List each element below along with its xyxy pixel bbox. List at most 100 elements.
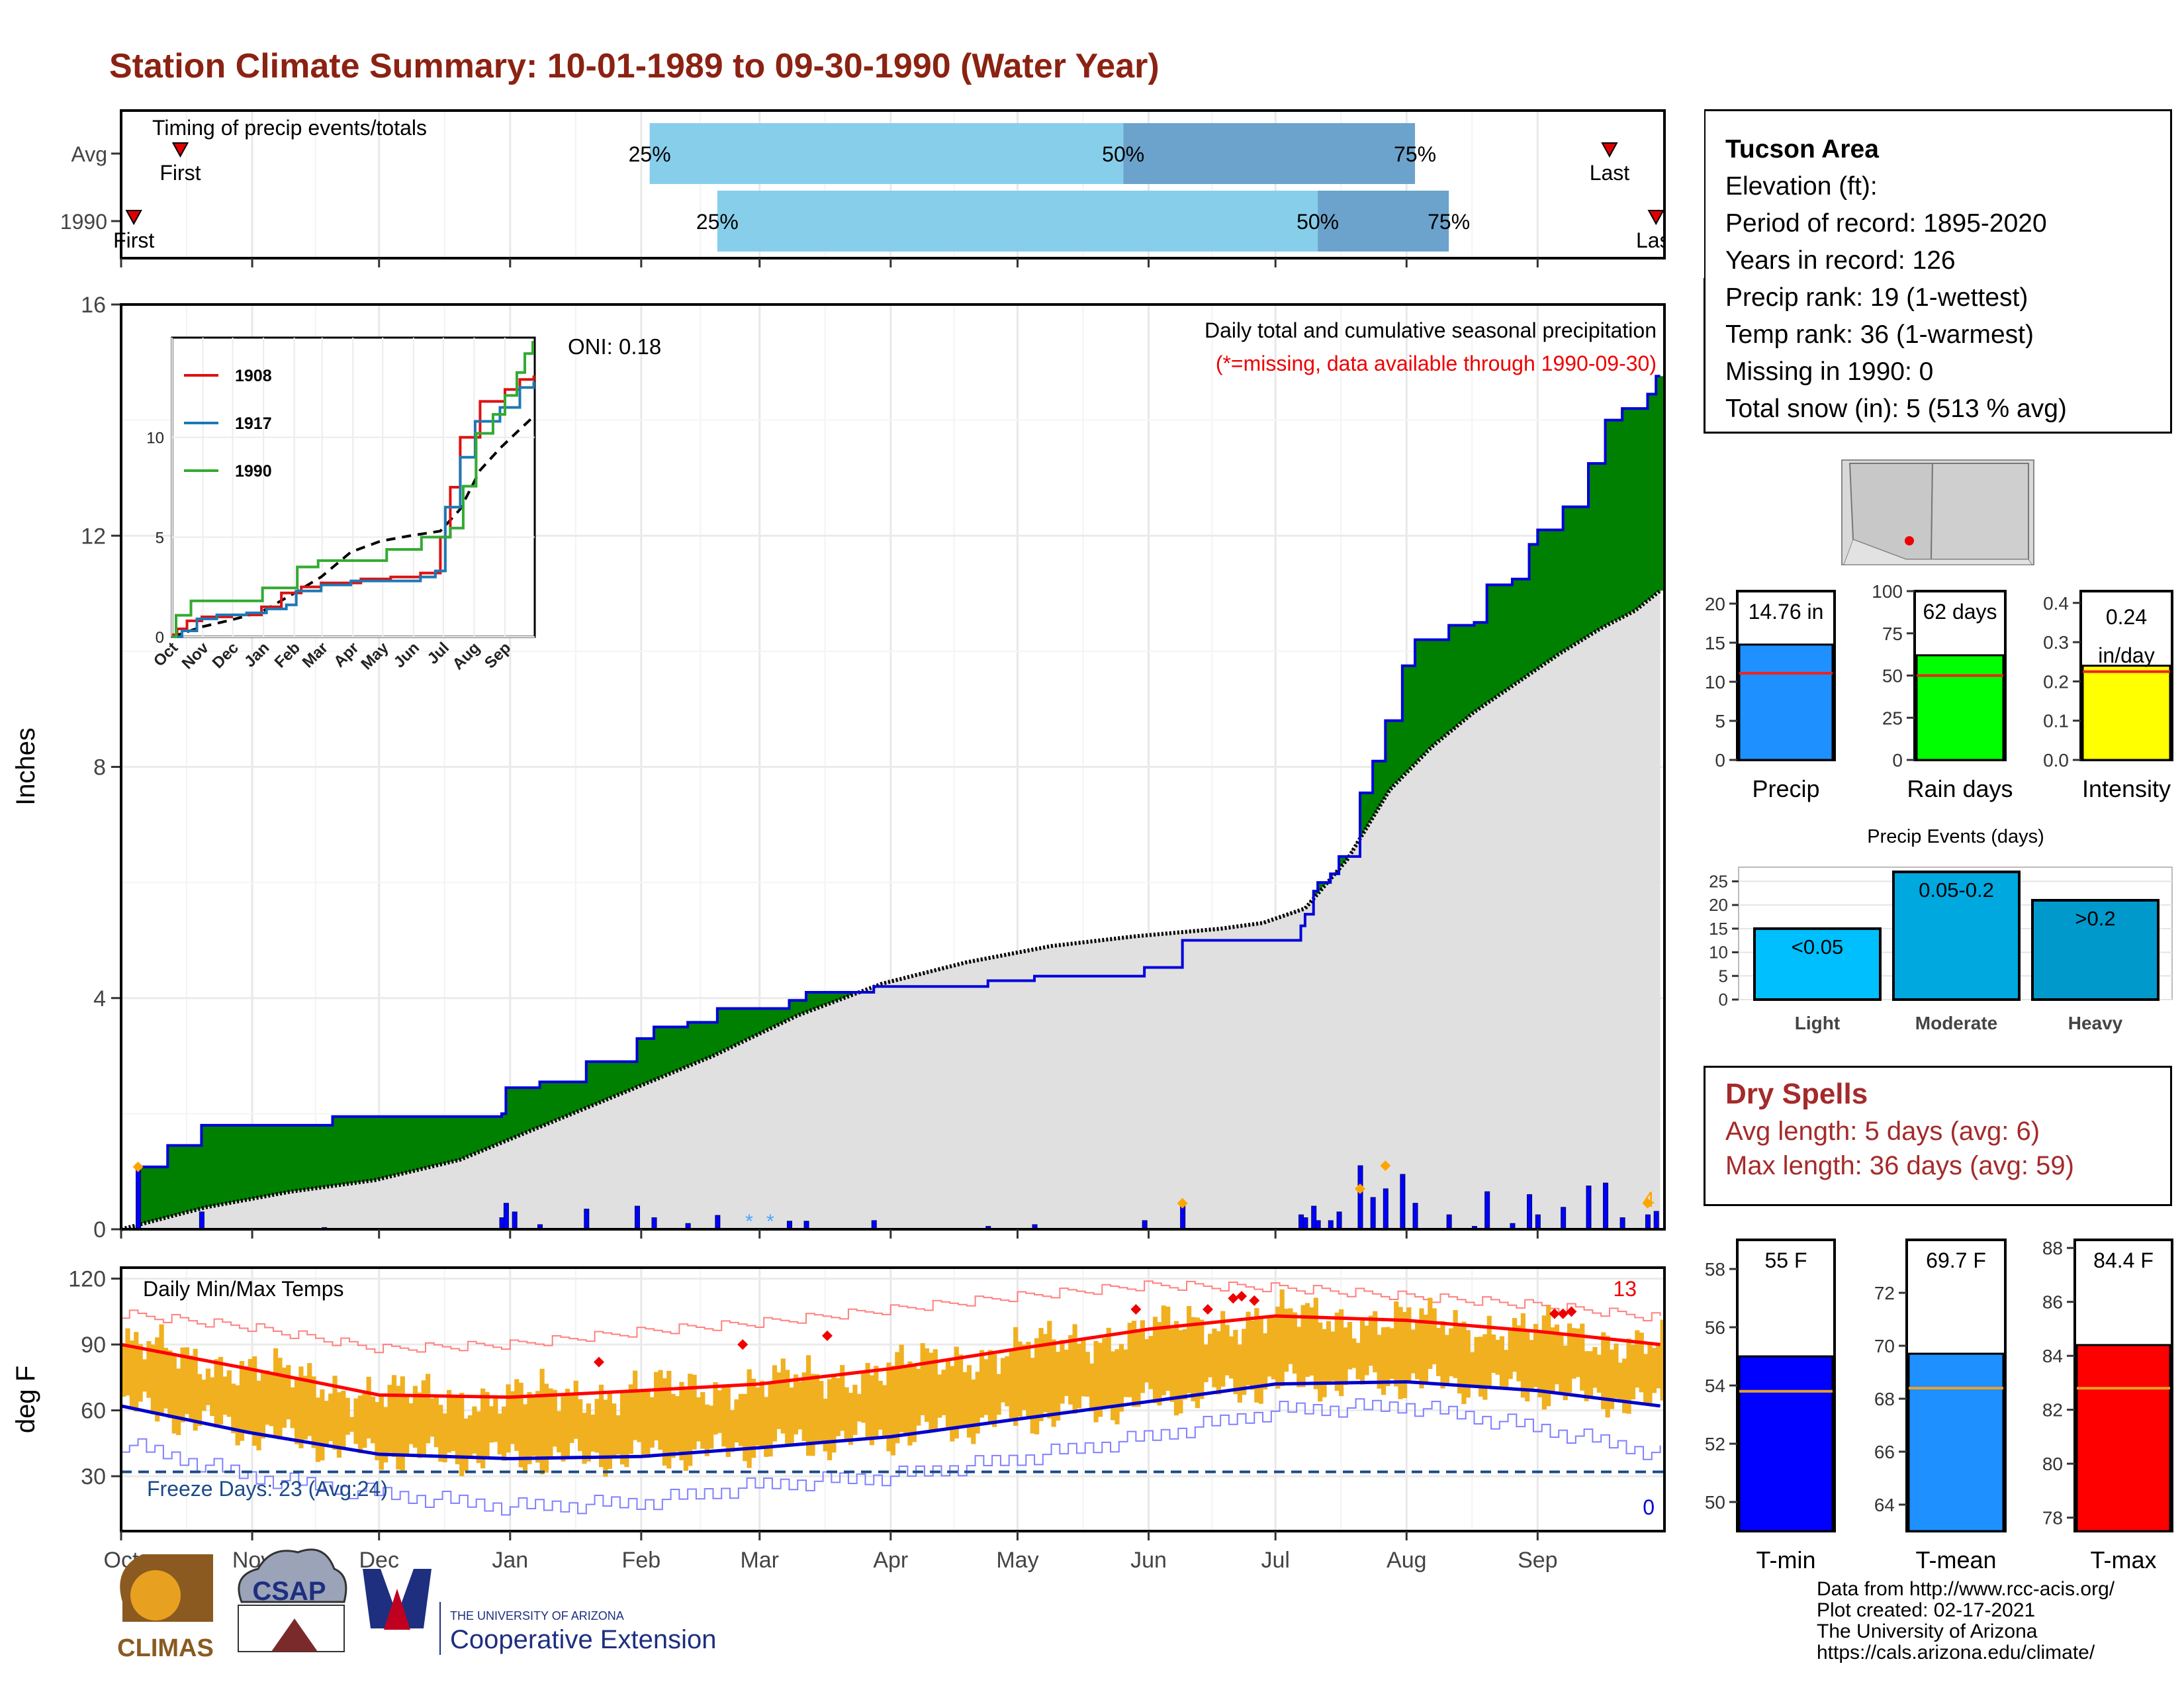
- precip-surplus-fill: [1385, 720, 1390, 794]
- daily-temp-bar: [1410, 1329, 1416, 1374]
- daily-temp-bar: [1258, 1319, 1263, 1404]
- summary-panel-name: Precip: [1752, 775, 1819, 802]
- precip-ytick-label: 16: [81, 293, 106, 318]
- daily-temp-bar: [688, 1374, 693, 1466]
- daily-precip-bar: [1446, 1214, 1452, 1230]
- daily-temp-bar: [1343, 1327, 1348, 1385]
- precip-surplus-fill: [1647, 394, 1653, 599]
- climatology-line: [120, 588, 1662, 1231]
- month-label: Aug: [1387, 1548, 1427, 1573]
- daily-temp-bar: [738, 1393, 743, 1446]
- precip-surplus-fill: [1609, 420, 1614, 623]
- daily-precip-bar: [1619, 1217, 1625, 1230]
- precip-surplus-fill: [666, 1027, 672, 1074]
- precip-surplus-fill: [543, 1082, 549, 1125]
- daily-temp-bar: [320, 1389, 325, 1461]
- daily-temp-bar: [1588, 1351, 1594, 1397]
- summary-panel-name: Intensity: [2082, 775, 2171, 802]
- daily-temp-bar: [1085, 1352, 1090, 1397]
- precip-surplus-fill: [476, 1116, 481, 1152]
- daily-temp-bar: [1580, 1323, 1585, 1391]
- daily-temp-bar: [1127, 1323, 1132, 1397]
- temps-title: Daily Min/Max Temps: [143, 1277, 343, 1301]
- precip-surplus-fill: [467, 1116, 473, 1156]
- record-high-marker: [1202, 1304, 1213, 1315]
- daily-temp-bar: [345, 1397, 350, 1435]
- precip-surplus-fill: [400, 1116, 405, 1174]
- record-high-marker: [1236, 1291, 1248, 1302]
- precip-surplus-fill: [619, 1061, 625, 1094]
- precip-surplus-fill: [1313, 891, 1318, 896]
- daily-temp-bar: [721, 1386, 727, 1447]
- daily-temp-bar: [1457, 1325, 1463, 1394]
- precip-surplus-fill: [379, 1116, 384, 1179]
- daily-temp-bar: [945, 1359, 951, 1429]
- timing-frame: [120, 109, 1666, 259]
- precip-surplus-fill: [747, 1008, 752, 1039]
- precip-surplus-fill: [573, 1082, 578, 1113]
- daily-temp-bar: [649, 1397, 655, 1448]
- daily-temp-bar: [1626, 1338, 1631, 1414]
- daily-temp-bar: [1064, 1349, 1069, 1396]
- daily-temp-bar: [1152, 1317, 1158, 1403]
- daily-temp-bar: [1474, 1336, 1479, 1386]
- summary-ytick-label: 100: [1872, 581, 1903, 602]
- big-event-marker: [1642, 1197, 1653, 1209]
- daily-temp-bar: [1541, 1315, 1547, 1410]
- daily-temp-bar: [497, 1413, 502, 1455]
- daily-temp-bar: [1660, 1319, 1665, 1401]
- credits: Data from http://www.rcc-acis.org/ Plot …: [1817, 1579, 2115, 1664]
- daily-temp-bar: [383, 1407, 388, 1463]
- credit-data-source: Data from http://www.rcc-acis.org/: [1817, 1578, 2115, 1600]
- timing-label-first: First: [159, 161, 201, 185]
- precip-surplus-fill: [290, 1125, 295, 1192]
- precip-surplus-fill: [565, 1082, 570, 1116]
- month-label: Jan: [492, 1548, 528, 1573]
- daily-temp-bar: [1415, 1321, 1420, 1380]
- precip-title: Daily total and cumulative seasonal prec…: [1205, 318, 1657, 342]
- daily-temp-bar: [189, 1355, 194, 1421]
- summary-precip-panels: 0 5 10 15 20 14.76 in Precip 0 25 50 75 100 62 days R…: [1705, 581, 2173, 802]
- precip-surplus-fill: [1512, 579, 1517, 685]
- summary-value-bar: [1915, 654, 2005, 761]
- precip-surplus-fill: [497, 1116, 502, 1144]
- daily-temp-bar: [1309, 1307, 1314, 1376]
- summary-value-label: 62 days: [1923, 600, 1997, 624]
- precip-surplus-fill: [1364, 792, 1369, 829]
- page-title: Station Climate Summary: 10-01-1989 to 0…: [109, 47, 1160, 85]
- csap-logo-mountain: [271, 1618, 318, 1652]
- daily-temp-bar: [827, 1379, 833, 1460]
- record-high-marker: [593, 1356, 604, 1368]
- precip-surplus-fill: [146, 1166, 152, 1223]
- daily-temp-bar: [375, 1401, 380, 1460]
- daily-temp-bar: [882, 1385, 887, 1436]
- daily-temp-bar: [590, 1415, 596, 1452]
- precip-surplus-fill: [298, 1125, 304, 1191]
- daily-temp-bar: [557, 1411, 562, 1452]
- daily-temp-bar: [1220, 1311, 1226, 1387]
- precip-surplus-fill: [180, 1145, 185, 1213]
- daily-temp-bar: [1233, 1329, 1238, 1395]
- daily-temp-bar: [1068, 1335, 1073, 1405]
- daily-temp-bar: [637, 1392, 642, 1442]
- precip-surplus-fill: [743, 1008, 748, 1041]
- daily-temp-bar: [218, 1356, 224, 1425]
- daily-temp-bar: [1373, 1311, 1378, 1373]
- daily-temp-bar: [861, 1371, 866, 1423]
- precip-surplus-fill: [353, 1116, 359, 1183]
- missing-line: Missing in 1990: 0: [1725, 357, 1934, 386]
- daily-temp-bar: [1313, 1297, 1318, 1389]
- precip-surplus-fill: [1533, 544, 1538, 671]
- daily-temp-bar: [1461, 1321, 1467, 1405]
- daily-temp-bar: [869, 1375, 875, 1446]
- daily-temp-bar: [840, 1365, 845, 1431]
- daily-temp-bar: [1267, 1315, 1272, 1377]
- daily-temp-bar: [1136, 1329, 1141, 1407]
- daily-temp-bar: [1097, 1342, 1103, 1417]
- precip-surplus-fill: [1343, 856, 1348, 862]
- daily-temp-bar: [569, 1395, 574, 1443]
- daily-temp-bar: [417, 1392, 422, 1458]
- daily-temp-bar: [810, 1374, 815, 1456]
- daily-temp-bar: [1499, 1336, 1505, 1387]
- precip-surplus-fill: [210, 1125, 215, 1207]
